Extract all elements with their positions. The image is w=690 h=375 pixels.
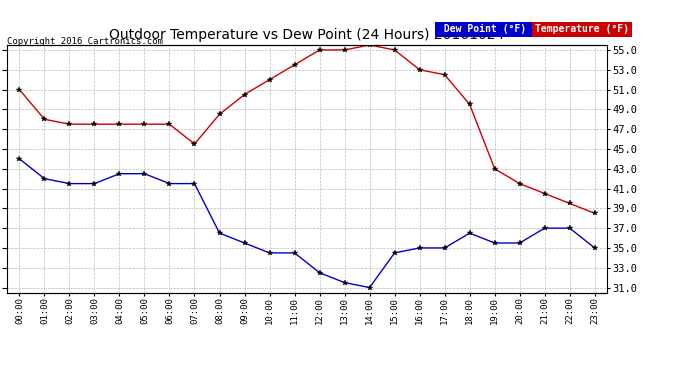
Text: Copyright 2016 Cartronics.com: Copyright 2016 Cartronics.com (7, 38, 163, 46)
Text: Dew Point (°F): Dew Point (°F) (438, 24, 532, 34)
Text: Temperature (°F): Temperature (°F) (535, 24, 629, 34)
Title: Outdoor Temperature vs Dew Point (24 Hours) 20161024: Outdoor Temperature vs Dew Point (24 Hou… (110, 28, 504, 42)
